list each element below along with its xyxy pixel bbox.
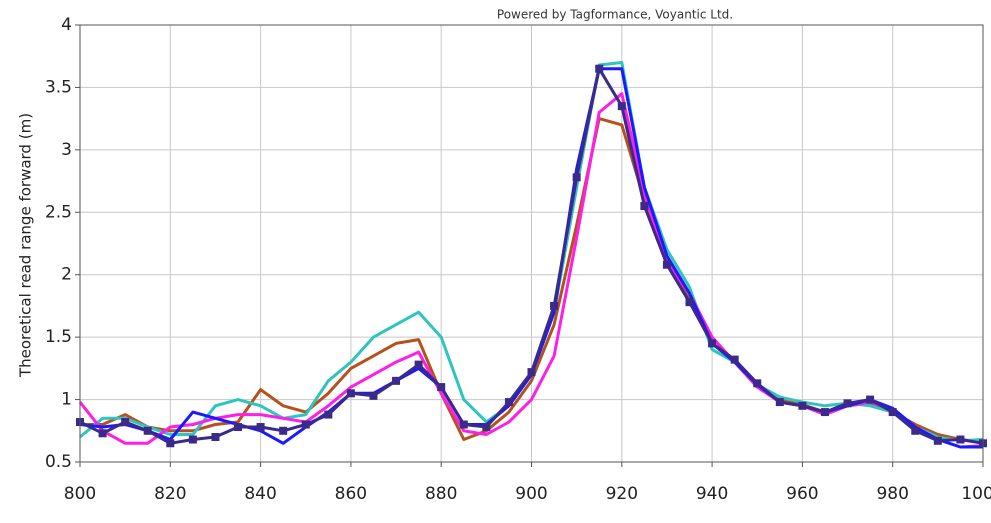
grid bbox=[79, 24, 984, 463]
point-marker bbox=[820, 408, 829, 417]
x-tick-label: 960 bbox=[786, 484, 818, 504]
point-marker bbox=[685, 298, 694, 307]
x-tick-label: 820 bbox=[154, 484, 186, 504]
point-marker bbox=[708, 339, 717, 348]
point-marker bbox=[166, 439, 175, 448]
point-marker bbox=[775, 398, 784, 407]
y-tick-label: 3 bbox=[61, 140, 72, 160]
point-marker bbox=[143, 426, 152, 435]
y-tick-label: 1 bbox=[61, 390, 72, 410]
x-tick-label: 1000 bbox=[961, 484, 991, 504]
point-marker bbox=[753, 379, 762, 388]
point-marker bbox=[301, 420, 310, 429]
point-marker bbox=[324, 410, 333, 419]
point-marker bbox=[662, 260, 671, 269]
point-marker bbox=[279, 426, 288, 435]
y-tick-label: 1.5 bbox=[45, 327, 72, 347]
point-marker bbox=[911, 426, 920, 435]
point-marker bbox=[98, 429, 107, 438]
point-marker bbox=[595, 64, 604, 73]
point-marker bbox=[482, 423, 491, 432]
x-tick-label: 920 bbox=[606, 484, 638, 504]
series-line bbox=[78, 92, 984, 449]
x-tick-label: 800 bbox=[64, 484, 96, 504]
y-axis-label: Theoretical read range forward (m) bbox=[17, 113, 35, 378]
y-tick-label: 2.5 bbox=[45, 202, 72, 222]
point-marker bbox=[211, 433, 220, 442]
point-marker bbox=[888, 408, 897, 417]
point-marker bbox=[121, 418, 130, 427]
x-tick-label: 980 bbox=[876, 484, 908, 504]
x-tick-label: 940 bbox=[696, 484, 728, 504]
point-marker bbox=[234, 423, 243, 432]
point-marker bbox=[188, 435, 197, 444]
y-tick-label: 2 bbox=[61, 265, 72, 285]
chart-title: Powered by Tagformance, Voyantic Ltd. bbox=[497, 8, 733, 22]
x-tick-label: 860 bbox=[335, 484, 367, 504]
x-tick-label: 880 bbox=[425, 484, 457, 504]
point-marker bbox=[866, 395, 875, 404]
point-marker bbox=[933, 436, 942, 445]
point-marker bbox=[956, 435, 965, 444]
x-tick-label: 840 bbox=[244, 484, 276, 504]
y-tick-label: 0.5 bbox=[45, 452, 72, 472]
point-marker bbox=[369, 391, 378, 400]
point-marker bbox=[459, 420, 468, 429]
x-tick-label: 900 bbox=[515, 484, 547, 504]
point-marker bbox=[414, 360, 423, 369]
point-marker bbox=[437, 383, 446, 392]
point-marker bbox=[572, 173, 581, 182]
point-marker bbox=[843, 399, 852, 408]
point-marker bbox=[640, 202, 649, 211]
point-marker bbox=[550, 301, 559, 310]
point-marker bbox=[798, 401, 807, 410]
series-group bbox=[76, 61, 987, 449]
point-marker bbox=[256, 423, 265, 432]
y-tick-label: 4 bbox=[61, 15, 72, 35]
point-marker bbox=[527, 368, 536, 377]
point-marker bbox=[346, 389, 355, 398]
point-marker bbox=[504, 398, 513, 407]
point-marker bbox=[730, 355, 739, 364]
point-marker bbox=[617, 102, 626, 111]
point-marker bbox=[392, 376, 401, 385]
y-tick-label: 3.5 bbox=[45, 77, 72, 97]
